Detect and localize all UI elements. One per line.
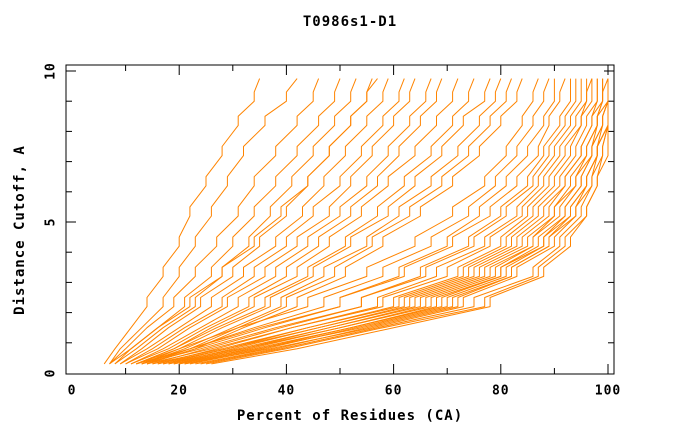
y-tick-label: 0: [43, 368, 59, 378]
model-curve: [130, 78, 432, 365]
y-axis-title: Distance Cutoff, A: [12, 145, 28, 315]
model-curve: [119, 78, 389, 365]
model-curve: [109, 78, 378, 365]
model-curve: [109, 78, 320, 365]
model-curve: [136, 78, 459, 365]
model-curve: [141, 78, 577, 365]
model-curve: [157, 78, 582, 365]
model-curve: [125, 78, 416, 365]
x-tick-label: 20: [170, 383, 189, 399]
model-curve: [146, 78, 512, 365]
model-curve: [136, 78, 539, 365]
chart-title: T0986s1-D1: [302, 14, 398, 30]
model-curve: [146, 78, 588, 365]
model-curve: [211, 78, 609, 365]
model-curve: [125, 78, 405, 365]
model-curve: [103, 78, 261, 365]
y-tick-label: 10: [43, 62, 59, 80]
x-tick-label: 100: [594, 383, 622, 399]
model-curve: [168, 78, 609, 365]
model-curve: [136, 78, 475, 365]
model-curve: [130, 78, 443, 365]
model-curve: [114, 78, 341, 365]
x-tick-label: 0: [67, 383, 77, 399]
model-curve: [146, 78, 523, 365]
model-curve: [141, 78, 502, 365]
model-curve: [141, 78, 550, 365]
model-curve: [152, 78, 571, 365]
x-tick-label: 60: [384, 383, 403, 399]
model-curve: [109, 78, 298, 365]
model-curve: [152, 78, 593, 365]
x-tick-label: 80: [491, 383, 510, 399]
y-tick-label: 5: [43, 217, 59, 227]
model-curve: [173, 78, 604, 365]
model-curve: [141, 78, 491, 365]
model-curve: [200, 78, 609, 365]
x-tick-label: 40: [277, 383, 296, 399]
model-curve: [114, 78, 357, 365]
model-curve: [136, 78, 566, 365]
model-curve: [168, 78, 598, 365]
x-axis-title: Percent of Residues (CA): [236, 408, 464, 424]
